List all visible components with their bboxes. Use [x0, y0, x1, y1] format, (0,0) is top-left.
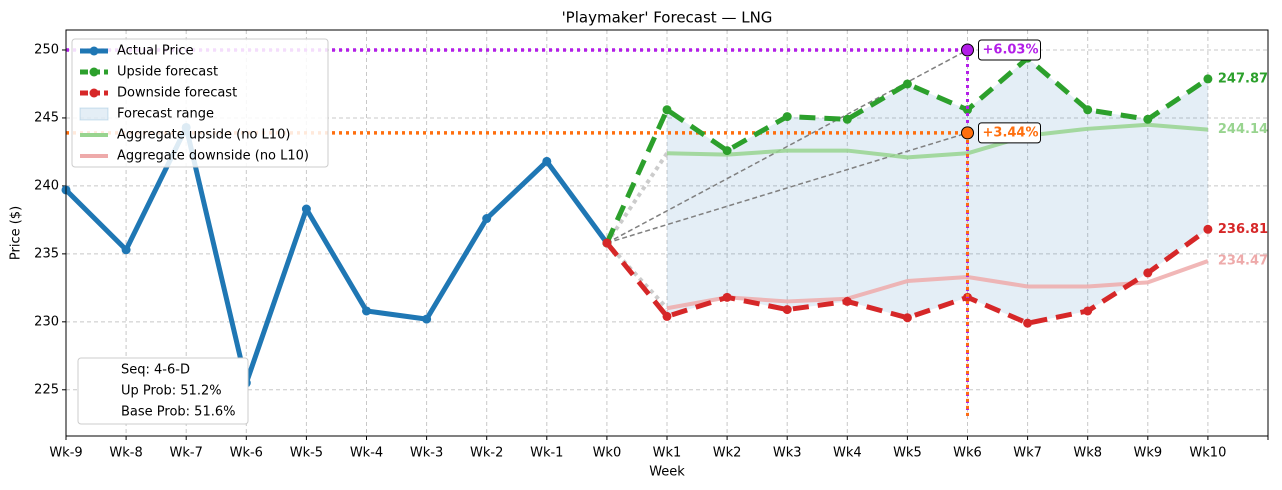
x-tick-label: Wk1	[653, 446, 682, 461]
aggregate-connector	[605, 241, 669, 310]
series-marker	[602, 238, 612, 248]
x-tick-label: Wk6	[953, 446, 982, 461]
series-marker	[1083, 306, 1093, 316]
x-tick-label: Wk-2	[470, 446, 503, 461]
series-marker	[1143, 268, 1153, 278]
series-marker	[662, 311, 672, 321]
series-marker	[362, 306, 371, 316]
x-tick-label: Wk-5	[290, 446, 323, 461]
x-tick-label: Wk9	[1133, 446, 1162, 461]
x-tick-label: Wk-8	[109, 446, 142, 461]
x-tick-label: Wk-6	[230, 446, 263, 461]
y-tick-label: 240	[34, 178, 59, 193]
series-marker	[482, 214, 492, 224]
x-tick-label: Wk-1	[530, 446, 563, 461]
x-tick-label: Wk-9	[49, 446, 82, 461]
series-marker	[842, 296, 852, 306]
forecast-range	[667, 58, 1208, 324]
legend-label: Downside forecast	[117, 86, 237, 101]
info-box	[77, 357, 249, 425]
series-marker	[121, 245, 131, 255]
legend-label: Forecast range	[117, 107, 214, 122]
legend-label: Upside forecast	[117, 65, 218, 80]
target-marker	[961, 126, 974, 140]
end-label: 244.14	[1218, 122, 1268, 137]
info-text: Base Prob: 51.6%	[121, 405, 235, 420]
series-line	[666, 259, 1209, 311]
series-marker	[422, 314, 432, 324]
series-marker	[1203, 224, 1213, 234]
x-tick-label: Wk7	[1013, 446, 1042, 461]
x-tick-label: Wk3	[773, 446, 802, 461]
aggregate-connector	[605, 152, 669, 245]
x-tick-label: Wk0	[593, 446, 622, 461]
target-marker	[961, 43, 974, 57]
projection-line	[606, 132, 968, 244]
series-marker	[782, 305, 792, 315]
info-text: Seq: 4-6-D	[121, 363, 190, 378]
y-tick-label: 245	[34, 110, 59, 125]
legend-swatch	[79, 107, 109, 121]
annotation-box	[978, 122, 1041, 144]
y-tick-label: 230	[34, 314, 59, 329]
legend-marker	[89, 88, 99, 98]
y-tick-label: 250	[34, 42, 59, 57]
x-tick-label: Wk-4	[350, 446, 383, 461]
end-label: 234.47	[1218, 254, 1268, 269]
series-marker	[722, 292, 732, 302]
series-marker	[1083, 105, 1093, 115]
x-tick-label: Wk-7	[170, 446, 203, 461]
series-marker	[1023, 318, 1033, 328]
x-tick-label: Wk2	[713, 446, 742, 461]
legend: Actual Price Upside forecast Downside fore…	[71, 38, 329, 168]
end-label: 236.81	[1218, 222, 1268, 237]
series-marker	[902, 313, 912, 323]
annotation-label: +3.44%	[983, 125, 1039, 140]
x-tick-label: Wk-3	[410, 446, 443, 461]
series-marker	[782, 112, 792, 122]
info-text: Up Prob: 51.2%	[121, 384, 222, 399]
x-tick-label: Wk5	[893, 446, 922, 461]
x-tick-label: Wk8	[1073, 446, 1102, 461]
legend-label: Aggregate upside (no L10)	[117, 128, 290, 143]
series-line	[64, 124, 609, 386]
legend-marker	[89, 67, 99, 77]
series-marker	[842, 114, 852, 124]
series-marker	[301, 204, 311, 214]
series-marker	[1203, 74, 1213, 84]
annotation-box	[978, 39, 1041, 61]
y-tick-label: 225	[34, 382, 59, 397]
series-line	[666, 122, 1209, 160]
y-tick-label: 235	[34, 246, 59, 261]
series-line	[604, 227, 1210, 326]
legend-marker	[89, 46, 99, 56]
series-marker	[963, 105, 972, 115]
x-tick-label: Wk10	[1189, 446, 1226, 461]
legend-box	[71, 38, 329, 168]
legend-label: Actual Price	[117, 44, 194, 59]
y-axis-label: Price ($)	[9, 206, 24, 260]
x-axis-label: Week	[649, 465, 685, 480]
series-marker	[1143, 114, 1153, 124]
chart-title: 'Playmaker' Forecast — LNG	[562, 9, 773, 27]
annotation-label: +6.03%	[983, 42, 1039, 57]
end-label: 247.87	[1218, 71, 1268, 86]
plot-frame	[65, 29, 1269, 437]
series-marker	[662, 105, 672, 115]
series-line	[604, 55, 1210, 245]
series-marker	[542, 156, 552, 166]
series-marker	[722, 146, 732, 156]
legend-label: Aggregate downside (no L10)	[117, 149, 309, 164]
series-marker	[902, 79, 912, 89]
x-tick-label: Wk4	[833, 446, 862, 461]
